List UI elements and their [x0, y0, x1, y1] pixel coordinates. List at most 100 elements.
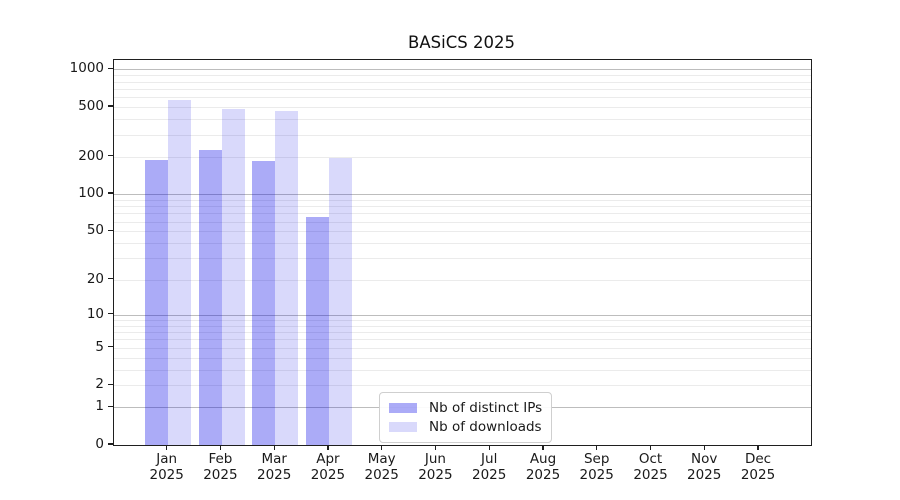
gridline-y-9: [114, 319, 811, 321]
x-tick-month: Mar: [261, 451, 287, 467]
plot-area: Nb of distinct IPs Nb of downloads: [113, 59, 812, 446]
bar-apr-distinct-ips: [305, 217, 329, 445]
gridline-y-500: [114, 107, 811, 109]
gridline-y-800: [114, 81, 811, 83]
x-tick-month: Jun: [424, 451, 446, 467]
y-tick-mark-50: [108, 229, 113, 231]
gridline-y-20: [114, 279, 811, 281]
legend-label-distinct-ips: Nb of distinct IPs: [429, 399, 543, 416]
x-tick-label-jun: Jun 2025: [403, 451, 467, 483]
x-tick-year: 2025: [579, 466, 614, 483]
gridline-y-10: [114, 314, 811, 316]
x-tick-mark-apr: [327, 445, 329, 450]
y-tick-label-10: 10: [86, 305, 104, 322]
bar-mar-downloads: [275, 111, 299, 445]
x-tick-label-jan: Jan 2025: [135, 451, 199, 483]
legend-swatch-distinct-ips-icon: [389, 402, 417, 413]
x-tick-month: Feb: [208, 451, 233, 467]
bar-feb-downloads: [221, 108, 245, 445]
x-tick-year: 2025: [472, 466, 507, 483]
x-tick-label-nov: Nov 2025: [672, 451, 736, 483]
x-tick-mark-oct: [649, 445, 652, 450]
y-tick-mark-20: [108, 277, 113, 280]
gridline-y-8: [114, 325, 811, 327]
x-tick-month: Apr: [316, 451, 340, 467]
x-tick-mark-may: [381, 445, 383, 450]
y-tick-mark-1: [108, 405, 113, 407]
x-tick-label-jul: Jul 2025: [457, 451, 521, 483]
x-tick-month: Jul: [481, 451, 498, 467]
gridline-y-50: [114, 231, 811, 233]
legend-label-downloads: Nb of downloads: [429, 418, 542, 435]
gridline-y-80: [114, 206, 811, 208]
gridline-y-900: [114, 75, 811, 77]
y-tick-label-50: 50: [86, 222, 104, 239]
y-tick-label-200: 200: [78, 147, 104, 164]
y-tick-label-20: 20: [86, 270, 104, 287]
x-tick-mark-dec: [757, 445, 759, 450]
y-tick-label-0: 0: [95, 436, 104, 452]
x-tick-month: Dec: [744, 451, 772, 467]
x-tick-label-oct: Oct 2025: [619, 451, 683, 483]
y-tick-mark-1000: [108, 67, 113, 70]
x-tick-mark-aug: [542, 445, 544, 450]
x-tick-month: Nov: [691, 451, 718, 467]
gridline-y-2: [114, 385, 811, 387]
y-tick-label-1: 1: [95, 398, 104, 415]
x-tick-label-mar: Mar 2025: [242, 451, 306, 483]
x-tick-label-may: May 2025: [350, 451, 414, 483]
y-tick-mark-200: [108, 155, 113, 157]
x-tick-label-feb: Feb 2025: [188, 451, 252, 483]
bar-jan-distinct-ips: [144, 159, 168, 445]
y-tick-label-2: 2: [95, 376, 104, 393]
y-tick-label-100: 100: [78, 185, 104, 202]
x-tick-month: Sep: [583, 451, 610, 467]
legend-item-downloads: Nb of downloads: [389, 417, 542, 436]
x-tick-label-apr: Apr 2025: [296, 451, 360, 483]
y-tick-label-500: 500: [78, 98, 104, 115]
x-tick-mark-sep: [596, 445, 598, 450]
chart-title: BASiCS 2025: [408, 33, 515, 52]
x-tick-year: 2025: [310, 466, 346, 483]
bar-jan-downloads: [167, 100, 191, 445]
gridline-y-600: [114, 97, 811, 99]
x-tick-year: 2025: [633, 466, 668, 483]
x-tick-month: Aug: [529, 451, 557, 467]
gridline-y-400: [114, 119, 811, 121]
bar-feb-distinct-ips: [198, 150, 222, 445]
x-tick-mark-jan: [166, 445, 168, 450]
gridline-y-7: [114, 332, 811, 333]
gridline-y-100: [114, 194, 811, 196]
x-tick-mark-mar: [273, 445, 275, 450]
x-tick-month: May: [367, 451, 396, 467]
legend-swatch-downloads-icon: [389, 421, 417, 432]
gridline-y-60: [114, 221, 811, 223]
gridline-y-30: [114, 258, 811, 260]
y-tick-label-5: 5: [95, 338, 104, 355]
legend: Nb of distinct IPs Nb of downloads: [379, 392, 553, 443]
x-tick-year: 2025: [149, 466, 184, 483]
gridline-y-5: [114, 347, 811, 349]
x-tick-label-sep: Sep 2025: [565, 451, 629, 483]
gridline-y-70: [114, 213, 811, 215]
y-tick-mark-100: [108, 192, 113, 194]
y-tick-mark-10: [108, 313, 113, 315]
y-tick-label-1000: 1000: [69, 60, 104, 77]
x-tick-month: Oct: [638, 451, 663, 467]
x-tick-year: 2025: [525, 466, 561, 483]
x-tick-mark-jun: [434, 445, 437, 450]
x-tick-year: 2025: [364, 466, 399, 483]
legend-item-distinct-ips: Nb of distinct IPs: [389, 398, 542, 417]
gridline-y-200: [114, 156, 811, 158]
x-tick-mark-jul: [488, 445, 490, 450]
x-tick-year: 2025: [203, 466, 238, 483]
y-tick-mark-0: [108, 443, 113, 445]
x-tick-year: 2025: [740, 466, 776, 483]
x-tick-year: 2025: [257, 466, 292, 483]
x-tick-month: Jan: [156, 451, 178, 467]
x-tick-year: 2025: [687, 466, 722, 483]
bar-mar-distinct-ips: [252, 160, 276, 445]
gridline-y-1000: [114, 69, 811, 71]
bar-apr-downloads: [328, 158, 352, 445]
